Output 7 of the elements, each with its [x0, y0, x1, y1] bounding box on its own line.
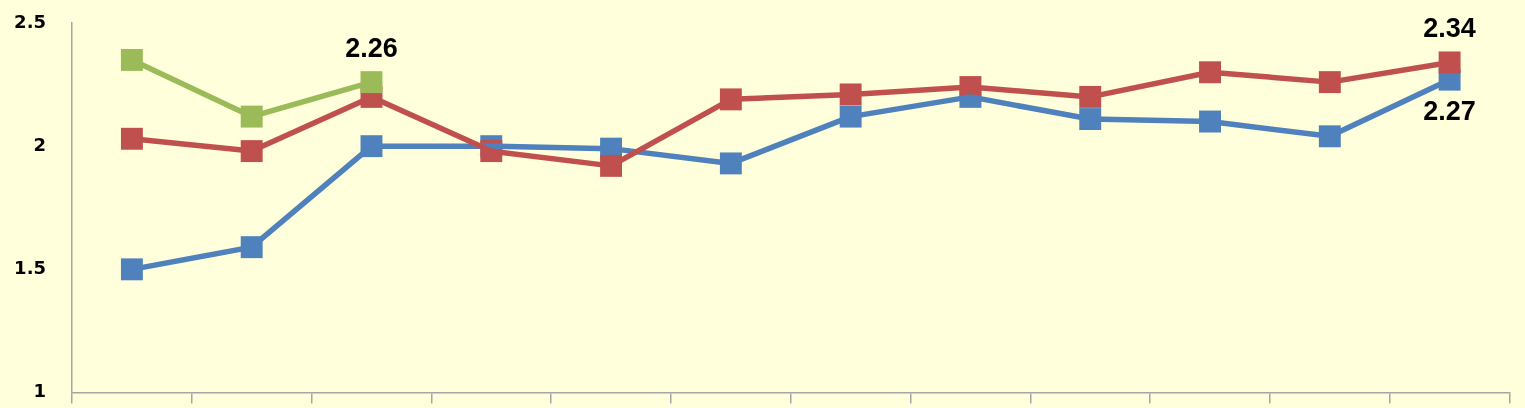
- y-tick-label: 2.5: [14, 10, 46, 32]
- y-tick-label: 1: [33, 380, 46, 402]
- y-tick-label: 2: [33, 133, 46, 155]
- data-label: 2.34: [1423, 13, 1476, 44]
- data-label: 2.27: [1423, 95, 1476, 126]
- data-label: 2.26: [345, 33, 398, 64]
- y-tick-label: 1.5: [14, 257, 46, 279]
